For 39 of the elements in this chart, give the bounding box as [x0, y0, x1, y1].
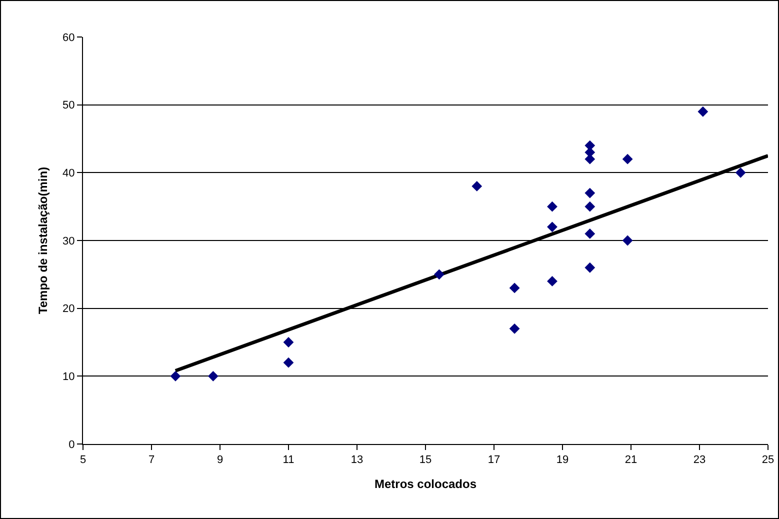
y-tick-label: 0 — [68, 438, 75, 451]
point — [283, 337, 294, 348]
y-tick-label: 20 — [62, 303, 75, 316]
point — [434, 269, 444, 280]
point — [509, 282, 520, 294]
point — [735, 167, 746, 178]
x-tick-label: 15 — [419, 454, 432, 466]
point — [584, 201, 596, 212]
x-tick-label: 23 — [693, 454, 706, 466]
y-tick-label: 10 — [62, 371, 75, 384]
x-tick-label: 7 — [148, 454, 155, 466]
x-tick-label: 21 — [624, 454, 638, 466]
y-tick-label: 60 — [62, 32, 75, 44]
y-axis-title: Tempo de instalação(min) — [36, 166, 50, 314]
point — [547, 222, 558, 232]
x-tick-label: 25 — [762, 454, 774, 466]
point — [547, 201, 558, 212]
x-tick-label: 11 — [282, 454, 294, 466]
x-tick-label: 9 — [216, 454, 224, 466]
point — [547, 276, 558, 286]
x-tick-label: 13 — [350, 454, 364, 466]
point — [584, 262, 596, 273]
y-tick-label: 30 — [62, 235, 75, 248]
point — [472, 181, 482, 192]
x-axis-title: Metros colocados — [374, 477, 477, 492]
point — [584, 188, 596, 198]
point — [283, 357, 294, 368]
point — [584, 228, 596, 239]
point — [622, 154, 633, 164]
x-tick-label: 19 — [556, 454, 569, 466]
point — [509, 323, 520, 334]
x-tick-label: 17 — [488, 454, 500, 466]
x-tick-label: 5 — [80, 454, 86, 466]
point — [208, 370, 218, 382]
point — [622, 235, 633, 246]
point — [698, 106, 708, 117]
y-tick-label: 50 — [62, 100, 75, 112]
point — [170, 370, 181, 382]
y-tick-label: 40 — [62, 168, 75, 180]
